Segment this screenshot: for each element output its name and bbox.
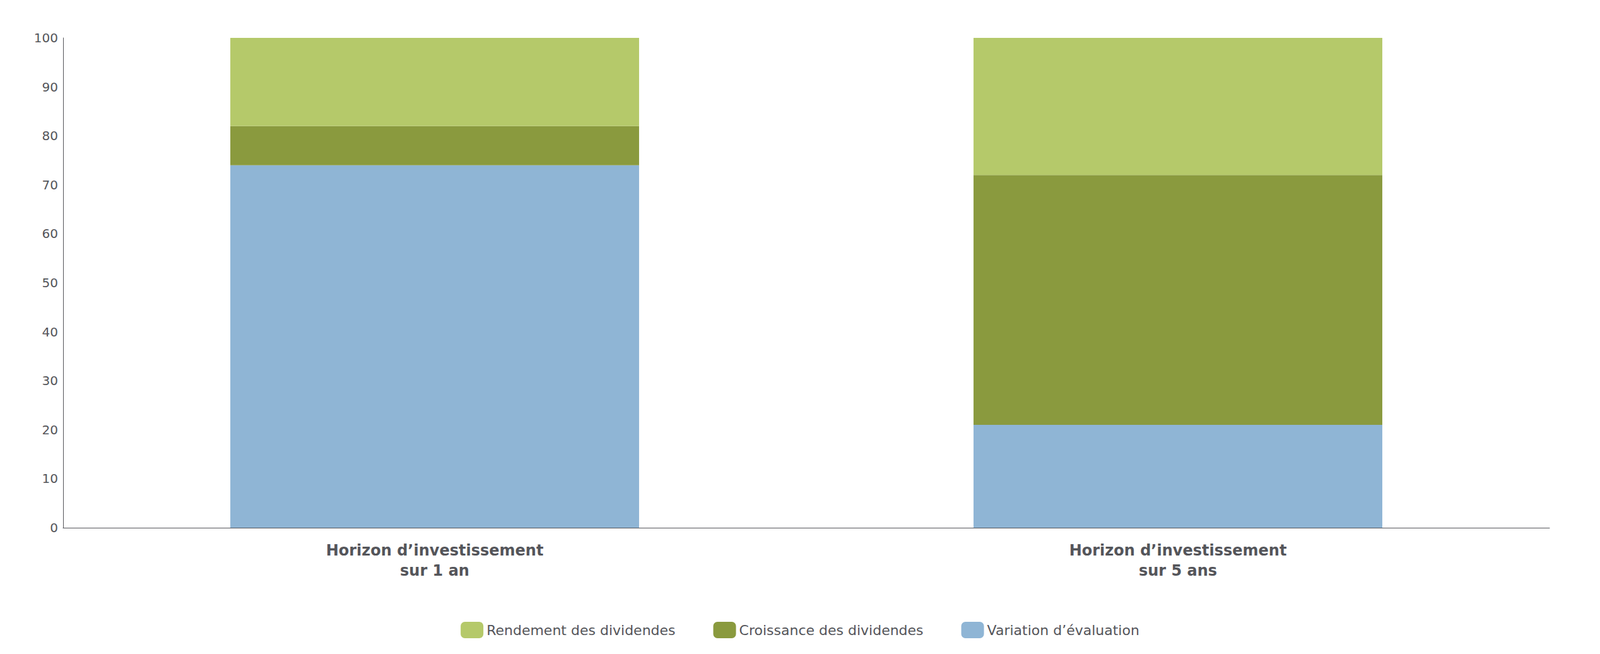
svg-text:sur 1 an: sur 1 an — [400, 561, 470, 580]
svg-text:Croissance des dividendes: Croissance des dividendes — [739, 622, 924, 638]
svg-text:20: 20 — [42, 422, 59, 438]
svg-text:60: 60 — [42, 225, 59, 242]
svg-text:Horizon d’investissement: Horizon d’investissement — [1069, 541, 1288, 559]
svg-text:0: 0 — [49, 519, 59, 536]
svg-text:sur 5 ans: sur 5 ans — [1138, 561, 1218, 580]
svg-text:30: 30 — [42, 372, 59, 389]
svg-text:40: 40 — [42, 324, 59, 340]
svg-text:Rendement des dividendes: Rendement des dividendes — [486, 622, 676, 638]
svg-text:10: 10 — [42, 470, 59, 486]
svg-text:100: 100 — [34, 30, 59, 46]
svg-text:70: 70 — [42, 177, 59, 193]
svg-text:80: 80 — [42, 128, 59, 144]
svg-text:Variation d’évaluation: Variation d’évaluation — [987, 622, 1140, 638]
svg-text:50: 50 — [42, 275, 59, 291]
svg-text:90: 90 — [42, 79, 59, 95]
svg-text:Horizon d’investissement: Horizon d’investissement — [326, 541, 544, 559]
